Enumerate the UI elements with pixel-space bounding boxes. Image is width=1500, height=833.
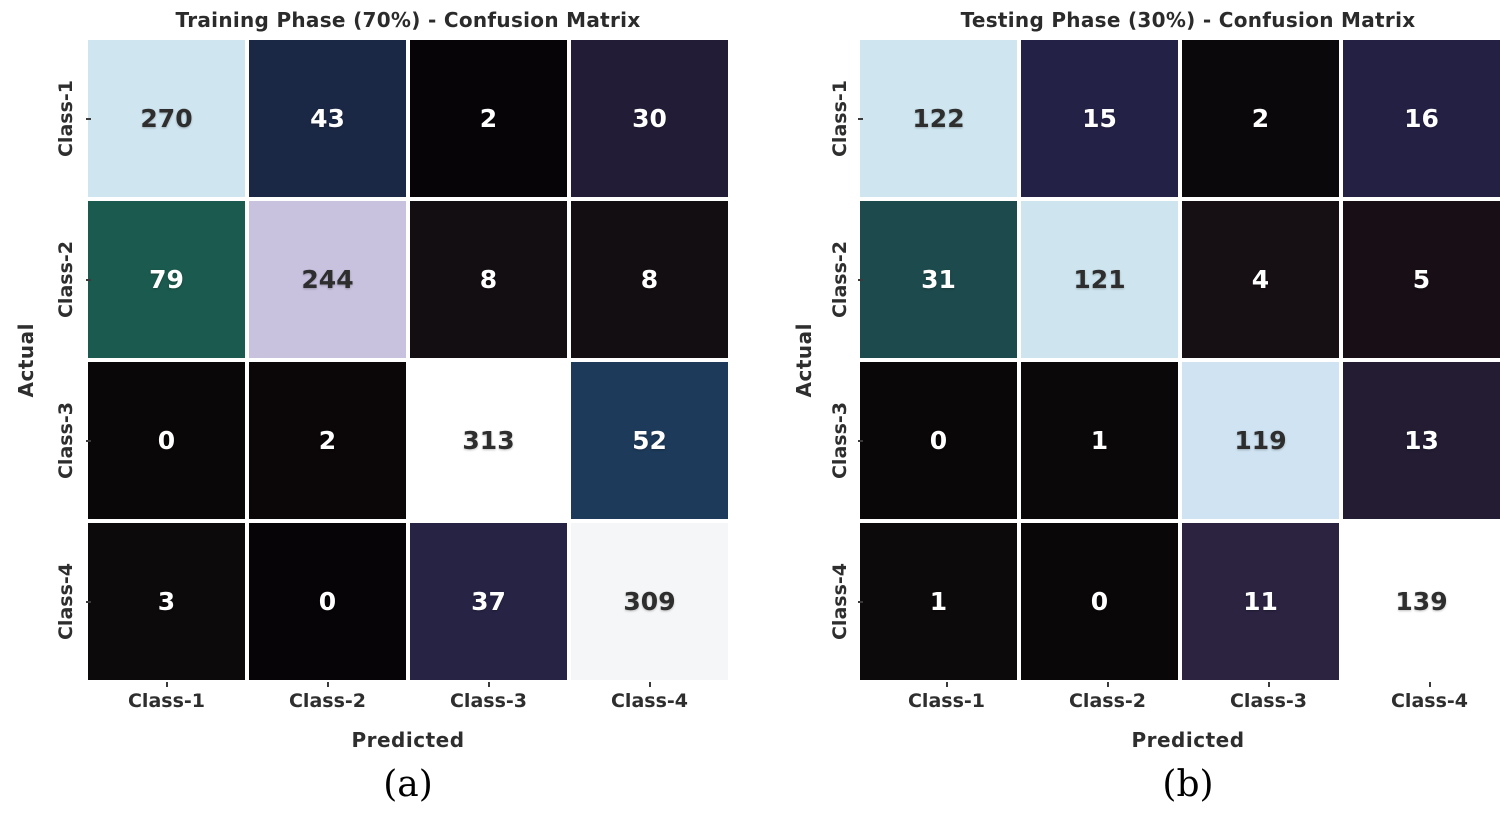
chart-body: Actual Class-1 Class-2 Class-3 Class-4 1…: [788, 40, 1500, 680]
col-label: Class-1: [88, 682, 245, 712]
matrix-cell: 309: [571, 523, 728, 680]
matrix-cell: 30: [571, 40, 728, 197]
row-label: Class-3: [44, 362, 91, 519]
matrix-cell: 5: [1343, 201, 1500, 358]
row-label-text: Class-2: [829, 240, 852, 318]
row-label: Class-2: [820, 201, 863, 358]
matrix-cell: 1: [860, 523, 1017, 680]
col-label: Class-4: [571, 682, 728, 712]
matrix-cell: 244: [249, 201, 406, 358]
panel-training: Training Phase (70%) - Confusion Matrix …: [0, 0, 750, 805]
x-tick-labels: Class-1 Class-2 Class-3 Class-4: [868, 682, 1500, 712]
matrix-cell: 121: [1021, 201, 1178, 358]
col-label: Class-2: [249, 682, 406, 712]
subfigure-caption-a: (a): [383, 764, 433, 805]
matrix-cell: 0: [88, 362, 245, 519]
matrix-cell: 52: [571, 362, 728, 519]
panel-testing: Testing Phase (30%) - Confusion Matrix A…: [750, 0, 1500, 805]
y-axis-label: Actual: [792, 322, 817, 398]
matrix-cell: 0: [1021, 523, 1178, 680]
row-label: Class-1: [820, 40, 863, 197]
x-tick-labels: Class-1 Class-2 Class-3 Class-4: [88, 682, 750, 712]
chart-title: Training Phase (70%) - Confusion Matrix: [175, 8, 641, 32]
y-tick-labels: Class-1 Class-2 Class-3 Class-4: [820, 40, 863, 680]
col-label: Class-1: [868, 682, 1025, 712]
y-tick-labels: Class-1 Class-2 Class-3 Class-4: [44, 40, 91, 680]
row-label-text: Class-4: [829, 562, 852, 640]
matrix-cell: 8: [571, 201, 728, 358]
matrix-cell: 31: [860, 201, 1017, 358]
matrix-cell: 313: [410, 362, 567, 519]
matrix-cell: 13: [1343, 362, 1500, 519]
matrix-cell: 16: [1343, 40, 1500, 197]
row-label-text: Class-3: [829, 401, 852, 479]
matrix-cell: 8: [410, 201, 567, 358]
matrix-cell: 270: [88, 40, 245, 197]
row-label-text: Class-4: [55, 562, 77, 640]
confusion-matrix-figure: Training Phase (70%) - Confusion Matrix …: [0, 0, 1500, 805]
row-label: Class-3: [820, 362, 863, 519]
matrix-cell: 79: [88, 201, 245, 358]
row-label: Class-1: [44, 40, 91, 197]
matrix-cell: 2: [1182, 40, 1339, 197]
matrix-cell: 4: [1182, 201, 1339, 358]
row-label-text: Class-3: [55, 401, 77, 479]
row-label: Class-2: [44, 201, 91, 358]
row-label-text: Class-1: [55, 79, 77, 157]
chart-body: Actual Class-1 Class-2 Class-3 Class-4 2…: [8, 40, 750, 680]
x-axis-label: Predicted: [1131, 728, 1245, 752]
row-label: Class-4: [820, 523, 863, 680]
subfigure-caption-b: (b): [1162, 764, 1214, 805]
matrix-cell: 3: [88, 523, 245, 680]
matrix-cell: 1: [1021, 362, 1178, 519]
y-axis-label: Actual: [14, 322, 38, 398]
row-label-text: Class-2: [55, 240, 77, 318]
chart-title: Testing Phase (30%) - Confusion Matrix: [960, 8, 1416, 32]
col-label: Class-2: [1029, 682, 1186, 712]
x-axis-label: Predicted: [351, 728, 465, 752]
matrix-cell: 11: [1182, 523, 1339, 680]
matrix-cell: 0: [860, 362, 1017, 519]
col-label: Class-3: [410, 682, 567, 712]
matrix-cell: 37: [410, 523, 567, 680]
matrix-cell: 0: [249, 523, 406, 680]
row-label: Class-4: [44, 523, 91, 680]
col-label: Class-3: [1190, 682, 1347, 712]
row-label-text: Class-1: [829, 79, 852, 157]
matrix-cell: 2: [249, 362, 406, 519]
col-label: Class-4: [1351, 682, 1500, 712]
matrix-cell: 43: [249, 40, 406, 197]
heatmap-grid: 270 43 2 30 79 244 8 8 0 2 313 52 3 0 37…: [88, 40, 728, 680]
matrix-cell: 119: [1182, 362, 1339, 519]
y-axis-label-wrap: Actual: [8, 40, 44, 680]
heatmap-grid: 122 15 2 16 31 121 4 5 0 1 119 13 1 0 11…: [860, 40, 1500, 680]
matrix-cell: 2: [410, 40, 567, 197]
matrix-cell: 139: [1343, 523, 1500, 680]
matrix-cell: 15: [1021, 40, 1178, 197]
y-axis-label-wrap: Actual: [788, 40, 820, 680]
matrix-cell: 122: [860, 40, 1017, 197]
